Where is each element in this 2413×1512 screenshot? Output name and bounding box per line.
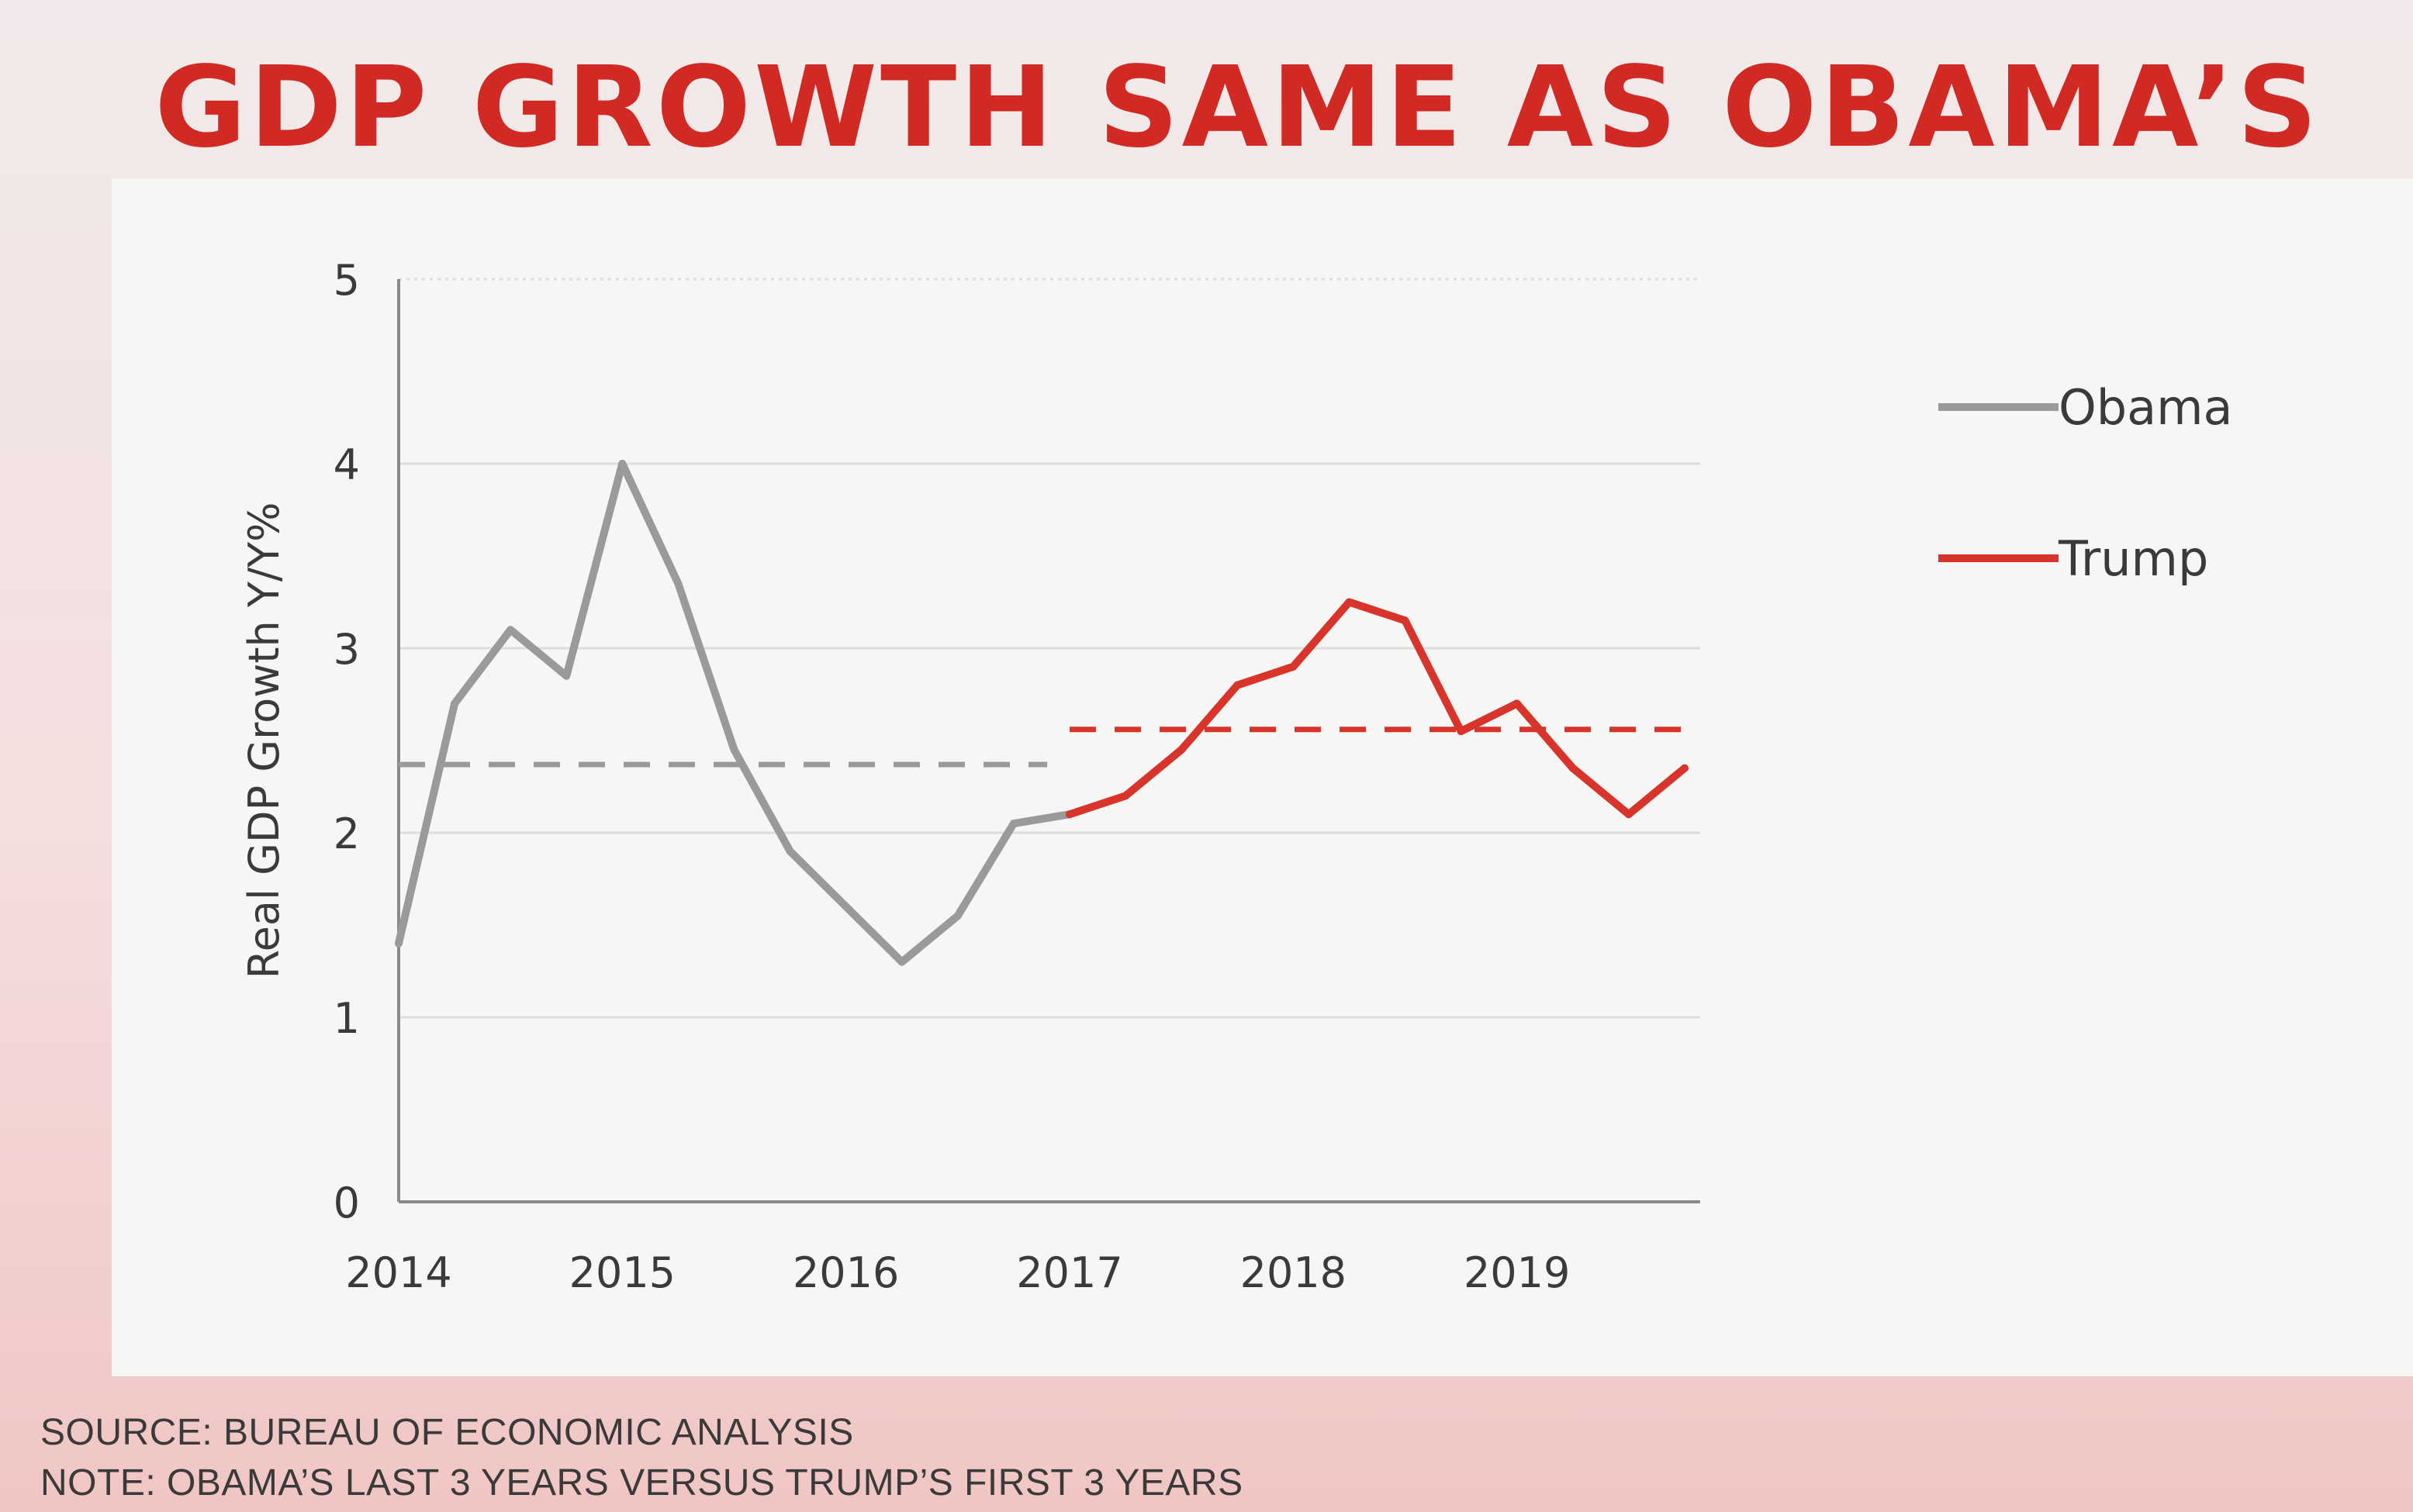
x-tick-label: 2014 bbox=[345, 1248, 451, 1297]
y-tick-label: 5 bbox=[334, 256, 360, 305]
trump-data-point bbox=[1289, 662, 1298, 671]
trump-data-point bbox=[1122, 792, 1130, 800]
slide-title: GDP GROWTH SAME AS OBAMA’S bbox=[154, 42, 2321, 172]
obama-data-point bbox=[897, 958, 906, 966]
obama-data-point bbox=[506, 626, 515, 634]
obama-data-point bbox=[730, 745, 738, 754]
obama-data-point bbox=[842, 903, 850, 911]
obama-data-point bbox=[786, 847, 794, 855]
trump-data-point bbox=[1568, 764, 1577, 772]
trump-data-point bbox=[1345, 598, 1353, 606]
trump-data-point bbox=[1066, 810, 1073, 819]
x-tick-label: 2019 bbox=[1464, 1248, 1570, 1297]
comparison-note: NOTE: OBAMA’S LAST 3 YEARS VERSUS TRUMP’… bbox=[40, 1462, 1243, 1503]
y-tick-label: 0 bbox=[334, 1179, 360, 1227]
trump-data-point bbox=[1680, 764, 1689, 772]
trump-data-point bbox=[1512, 699, 1521, 708]
trump-data-point bbox=[1177, 745, 1186, 754]
legend-label-obama: Obama bbox=[2059, 379, 2233, 436]
y-axis-title: Real GDP Growth Y/Y% bbox=[240, 502, 289, 979]
chart-panel: 0 1 2 3 4 5 2014 2015 2016 2017 2018 2019 Real GDP G… bbox=[112, 178, 2413, 1376]
obama-data-point bbox=[395, 939, 403, 948]
x-tick-label: 2015 bbox=[569, 1248, 676, 1297]
series-lines bbox=[395, 460, 1689, 966]
y-tick-label: 2 bbox=[334, 810, 360, 858]
axes bbox=[397, 279, 1700, 1203]
obama-data-point bbox=[562, 671, 571, 680]
y-tick-label: 1 bbox=[334, 994, 360, 1043]
legend-label-trump: Trump bbox=[2058, 530, 2208, 587]
average-lines bbox=[399, 727, 1685, 768]
y-tick-label: 4 bbox=[334, 440, 360, 489]
obama-data-point bbox=[451, 699, 459, 708]
gdp-line-chart: 0 1 2 3 4 5 2014 2015 2016 2017 2018 2019 Real GDP G… bbox=[240, 256, 2233, 1297]
trump-data-point bbox=[1401, 616, 1409, 625]
trump-series-line bbox=[1066, 598, 1689, 819]
obama-series-line bbox=[395, 460, 1073, 966]
trump-data-point bbox=[1233, 681, 1242, 689]
x-tick-label: 2016 bbox=[793, 1248, 899, 1297]
obama-data-point bbox=[674, 579, 683, 588]
obama-data-point bbox=[618, 460, 627, 468]
source-note: SOURCE: BUREAU OF ECONOMIC ANALYSIS bbox=[40, 1412, 854, 1453]
legend: Obama Trump bbox=[1938, 379, 2233, 587]
obama-data-point bbox=[953, 912, 962, 920]
x-tick-label: 2017 bbox=[1016, 1248, 1122, 1297]
gridlines bbox=[399, 278, 1700, 1019]
y-tick-label: 3 bbox=[334, 625, 360, 674]
x-tick-label: 2018 bbox=[1240, 1248, 1347, 1297]
tick-labels: 0 1 2 3 4 5 2014 2015 2016 2017 2018 2019 Real GDP G… bbox=[240, 256, 1570, 1297]
obama-data-point bbox=[1009, 820, 1018, 828]
trump-data-point bbox=[1457, 727, 1465, 736]
trump-data-point bbox=[1624, 810, 1633, 819]
